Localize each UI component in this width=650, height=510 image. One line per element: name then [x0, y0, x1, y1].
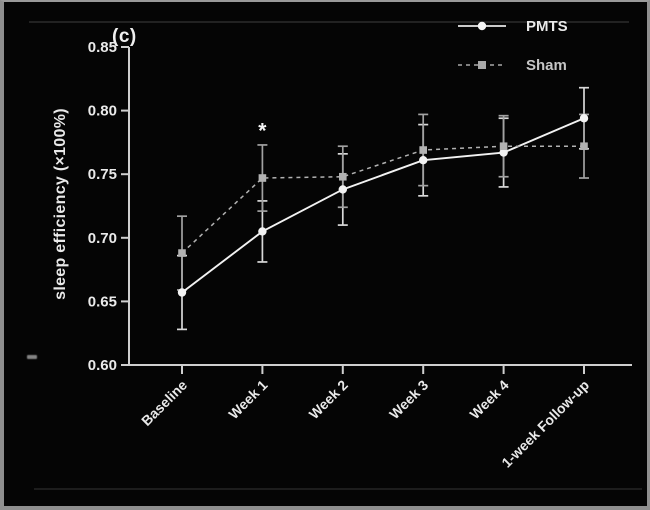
pmts-data-point [338, 185, 347, 194]
x-category-label: Baseline [138, 377, 190, 429]
sham-line-sample [458, 61, 506, 69]
panel-label: (c) [112, 26, 137, 47]
sham-data-point [499, 142, 508, 151]
legend-label-sham: Sham [526, 56, 567, 74]
x-category-label: Week 1 [225, 377, 270, 422]
sham-data-point [419, 146, 427, 154]
chart-legend: PMTS Sham [456, 17, 636, 74]
sham-data-point [339, 172, 347, 181]
pmts-data-point [499, 148, 508, 157]
legend-item-pmts: PMTS [456, 17, 636, 35]
sleep-efficiency-line-chart: 0.60 0.65 0.70 0.75 0.80 0.85 Baseline Week 1 We… [88, 39, 632, 471]
x-category-label: Week 3 [386, 377, 431, 422]
sham-data-point [580, 142, 588, 151]
pmts-data-point [258, 227, 267, 236]
square-marker-icon [478, 61, 486, 69]
pmts-data-point [177, 288, 187, 297]
y-tick-label: 0.85 [88, 39, 117, 56]
y-tick-label: 0.60 [88, 357, 117, 374]
pmts-line-sample [458, 21, 506, 31]
sham-data-point [178, 249, 186, 257]
pmts-data-point [419, 156, 428, 165]
legend-item-sham: Sham [456, 56, 636, 74]
sham-data-point [258, 174, 267, 182]
y-tick-label: 0.70 [88, 230, 117, 247]
y-tick-label: 0.75 [88, 166, 117, 183]
sham-series-line [181, 145, 584, 254]
pmts-series-line [181, 117, 585, 294]
legend-label-pmts: PMTS [526, 17, 568, 35]
top-hairline-divider [29, 21, 629, 23]
circle-marker-icon [477, 21, 487, 31]
x-category-label: Week 4 [466, 377, 511, 422]
x-category-label: 1-week Follow-up [498, 377, 592, 471]
x-category-label: Week 2 [306, 377, 351, 422]
y-tick-label: 0.80 [88, 103, 117, 120]
pmts-data-point [579, 114, 589, 123]
left-edge-artifact-dash [27, 355, 37, 359]
significance-asterisk: * [258, 120, 267, 143]
bottom-hairline-divider [34, 488, 642, 490]
y-tick-label: 0.65 [88, 293, 117, 310]
